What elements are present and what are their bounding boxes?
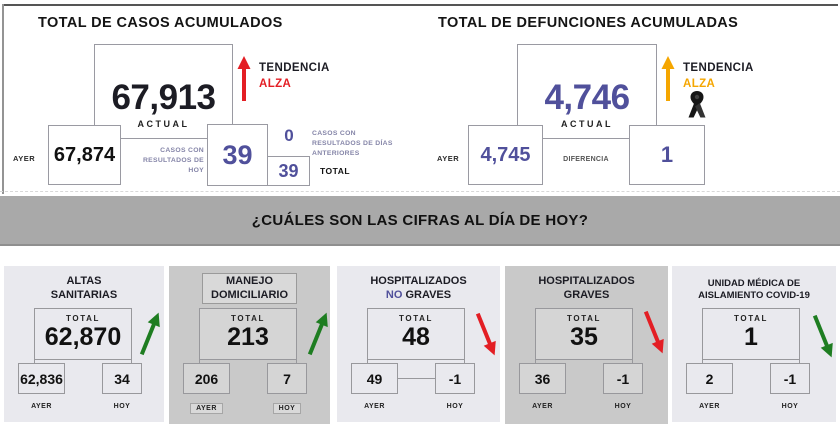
bracket-connector [535,360,633,364]
trend-down-arrow-icon [810,310,836,367]
hoy-value-box: -1 [435,363,475,394]
panel-title-line2: GRAVES [563,288,610,301]
total-value: 35 [570,323,598,351]
cases-ayer-label: AYER [13,154,36,163]
total-value: 213 [227,323,269,351]
total-value: 48 [402,323,430,351]
ayer-value-box: 49 [351,363,398,394]
deaths-ayer-label: AYER [437,154,460,163]
deaths-trend-label: TENDENCIA [683,62,754,74]
deaths-diff-box: 1 [629,125,705,185]
ayer-label: AYER [31,403,52,410]
total-box: TOTAL 62,870 [34,308,132,360]
panel-title-box: MANEJO DOMICILIARIO [202,273,297,304]
trend-up-arrow-icon [237,56,251,107]
bracket-connector [702,360,800,364]
total-label: TOTAL [734,314,768,323]
deaths-title: TOTAL DE DEFUNCIONES ACUMULADAS [438,15,739,31]
deaths-actual-value: 4,746 [544,78,630,117]
hoy-label: HOY [272,403,302,414]
hoy-value-box: -1 [603,363,643,394]
total-box: TOTAL 35 [535,308,633,360]
total-label: TOTAL [231,314,265,323]
cases-total-label: TOTAL [320,166,351,176]
ayer-label: AYER [190,403,223,414]
ayer-value-box: 2 [686,363,733,394]
top-divider [2,4,838,6]
deaths-diff-label: DIFERENCIA [563,156,609,163]
question-band: ¿CUÁLES SON LAS CIFRAS AL DÍA DE HOY? [0,196,840,246]
panel-title-line2: DOMICILIARIO [211,288,288,301]
cases-actual-value: 67,913 [111,78,216,117]
ayer-hoy-connector [398,378,435,380]
hoy-label: HOY [614,403,632,410]
panel-title-line2: GRAVES [405,288,452,301]
total-box: TOTAL 1 [702,308,800,360]
hoy-label: HOY [113,403,131,410]
cases-actual-box: 67,913 ACTUAL [94,44,233,139]
cases-results-today-label: CASOS CON RESULTADOS DE HOY [142,147,204,175]
total-box: TOTAL 213 [199,308,297,360]
panel-altas-sanitarias: ALTAS SANITARIAS TOTAL 62,870 62,836 34 … [4,266,164,422]
cases-results-prev-value: 0 [284,126,294,145]
panel-title-line1: HOSPITALIZADOS [538,275,635,287]
panel-title-line1: UNIDAD MÉDICA DE [707,278,801,289]
cases-trend-label: TENDENCIA [259,62,330,74]
panel-hospitalizados-no-graves: HOSPITALIZADOS NO GRAVES TOTAL 48 49 -1 … [337,266,500,422]
deaths-ayer-box: 4,745 [468,125,543,185]
trend-down-arrow-icon [641,306,667,363]
total-value: 62,870 [44,323,122,351]
trend-down-arrow-icon [473,308,499,365]
ayer-value-box: 36 [519,363,566,394]
trend-up-arrow-icon [137,308,163,365]
panel-title-accent: NO [385,288,403,301]
mourning-ribbon-icon [686,90,708,125]
cases-actual-label: ACTUAL [137,119,190,129]
deaths-actual-label: ACTUAL [561,119,613,129]
hoy-value-box: -1 [770,363,810,394]
dashed-separator [0,191,840,192]
hoy-label: HOY [446,403,464,410]
ayer-value-box: 62,836 [18,363,65,394]
panel-title-line1: ALTAS [66,275,102,287]
bracket-connector [34,360,132,364]
ayer-value-box: 206 [183,363,230,394]
panel-title-line1: MANEJO [225,274,274,287]
deaths-actual-box: 4,746 ACTUAL [517,44,657,139]
cases-results-prev-label: CASOS CON RESULTADOS DE DÍAS ANTERIORES [312,130,393,158]
hoy-label: HOY [781,403,799,410]
panel-unidad-medica-aislamiento: UNIDAD MÉDICA DE AISLAMIENTO COVID-19 TO… [672,266,836,422]
ayer-label: AYER [364,403,385,410]
cases-total-box: 39 [267,156,310,186]
panel-hospitalizados-graves: HOSPITALIZADOS GRAVES TOTAL 35 36 -1 AYE… [505,266,668,424]
panel-manejo-domiciliario: MANEJO DOMICILIARIO TOTAL 213 206 7 AYER… [169,266,330,424]
ayer-label: AYER [699,403,720,410]
panel-title-line1: HOSPITALIZADOS [370,275,467,287]
total-box: TOTAL 48 [367,308,465,360]
left-divider [2,4,4,194]
cases-ayer-box: 67,874 [48,125,121,185]
cases-results-today-box: 39 [207,124,268,186]
bracket-connector [367,360,465,364]
cases-trend-value: ALZA [259,78,292,90]
cases-title: TOTAL DE CASOS ACUMULADOS [38,15,283,31]
panel-title-line2: AISLAMIENTO COVID-19 [698,289,810,301]
total-label: TOTAL [399,314,433,323]
total-label: TOTAL [66,314,100,323]
trend-up-arrow-icon [661,56,675,107]
question-text: ¿CUÁLES SON LAS CIFRAS AL DÍA DE HOY? [251,211,589,229]
trend-up-arrow-icon [305,308,331,365]
deaths-trend-value: ALZA [683,78,716,90]
total-value: 1 [744,323,758,351]
ayer-label: AYER [532,403,553,410]
hoy-value-box: 7 [267,363,307,394]
panel-title-line2: SANITARIAS [50,288,118,301]
total-label: TOTAL [567,314,601,323]
hoy-value-box: 34 [102,363,142,394]
bracket-connector [199,360,297,364]
